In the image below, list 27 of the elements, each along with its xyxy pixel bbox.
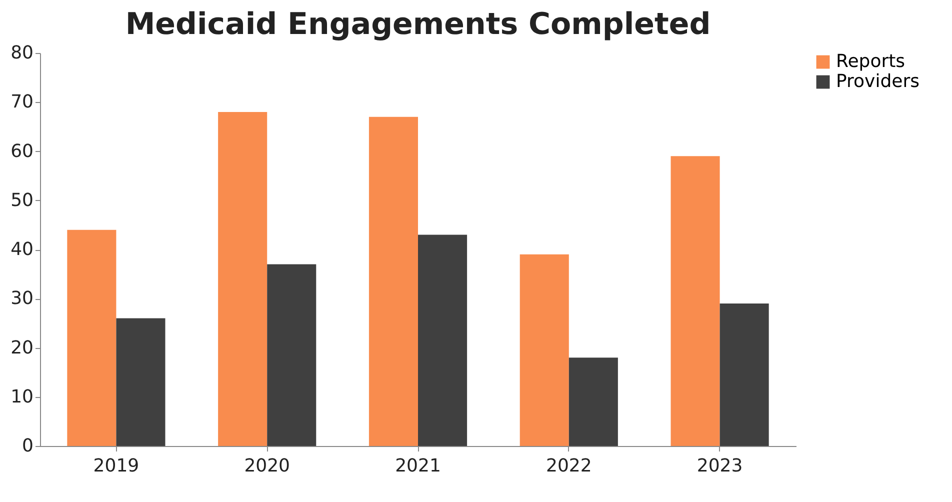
chart-title: Medicaid Engagements Completed — [125, 7, 711, 42]
bar — [568, 358, 618, 446]
bar — [520, 254, 569, 446]
x-tick-label: 2023 — [696, 456, 743, 476]
y-tick-label: 30 — [10, 288, 34, 310]
x-tick-label: 2022 — [546, 456, 592, 476]
bar — [218, 112, 268, 446]
bar — [116, 318, 166, 446]
bar — [720, 304, 769, 446]
bar — [67, 230, 116, 446]
bar — [670, 156, 720, 446]
y-tick-label: 50 — [10, 190, 34, 211]
y-tick-label: 10 — [10, 386, 34, 408]
x-tick-label: 2021 — [395, 456, 441, 476]
y-tick-label: 40 — [10, 239, 34, 260]
bar — [368, 116, 418, 446]
y-tick-label: 0 — [22, 436, 34, 456]
x-tick-label: 2019 — [93, 456, 140, 476]
bar — [267, 264, 316, 446]
legend-label: Reports — [836, 51, 906, 72]
y-tick-label: 60 — [10, 140, 34, 162]
y-tick-label: 20 — [10, 337, 34, 358]
y-tick-label: 80 — [10, 42, 34, 64]
x-tick-label: 2020 — [244, 456, 290, 476]
legend-label: Providers — [836, 71, 920, 92]
y-tick-label: 70 — [10, 92, 34, 113]
bar — [418, 234, 468, 446]
